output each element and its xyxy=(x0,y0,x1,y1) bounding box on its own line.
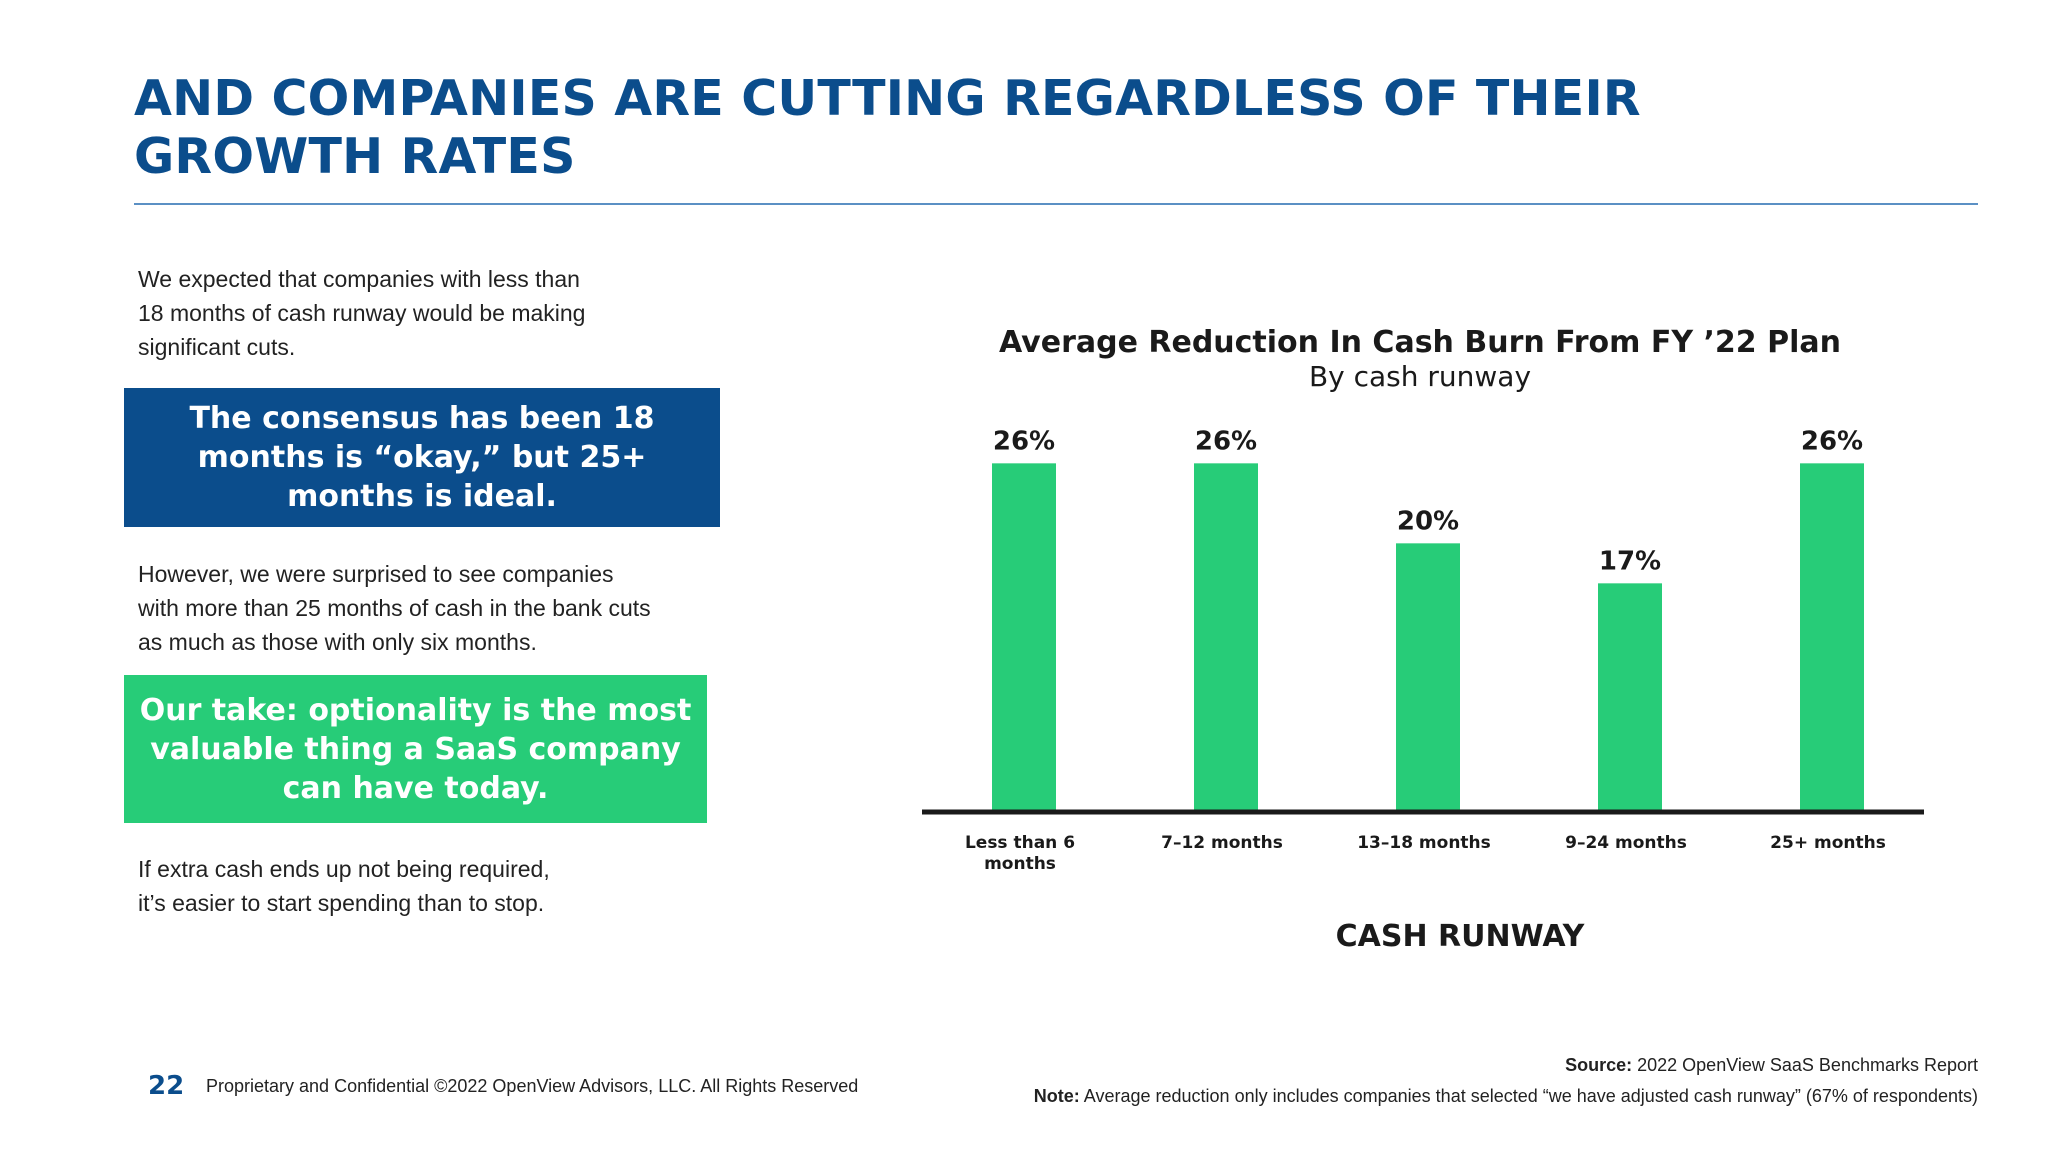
slide-title-line: AND COMPANIES ARE CUTTING REGARDLESS OF … xyxy=(134,70,1641,127)
note-label: Note: xyxy=(1033,1086,1080,1106)
callout-line: valuable thing a SaaS company xyxy=(150,731,681,767)
surprise-paragraph: However, we were surprised to see compan… xyxy=(138,557,651,659)
text-line: with more than 25 months of cash in the … xyxy=(138,595,651,621)
bar-value-label: 26% xyxy=(1801,426,1863,456)
bar-4 xyxy=(1598,583,1662,810)
callout-line: Our take: optionality is the most xyxy=(139,692,692,728)
page-number: 22 xyxy=(148,1071,185,1101)
slide-title: AND COMPANIES ARE CUTTING REGARDLESS OF … xyxy=(134,70,1734,186)
closing-paragraph: If extra cash ends up not being required… xyxy=(138,852,550,920)
note-text: Average reduction only includes companie… xyxy=(1079,1086,1978,1106)
x-tick-label: 9–24 months xyxy=(1565,833,1687,853)
bar-group: 26% 26% 20% 17% 26% xyxy=(992,426,1864,810)
text-line: If extra cash ends up not being required… xyxy=(138,856,550,882)
text-line: as much as those with only six months. xyxy=(138,629,537,655)
x-tick-label: 13–18 months xyxy=(1357,833,1491,853)
consensus-callout: The consensus has been 18 months is “oka… xyxy=(124,388,720,527)
cash-burn-bar-chart: Average Reduction In Cash Burn From FY ’… xyxy=(922,325,1924,954)
slide-title-line: GROWTH RATES xyxy=(134,128,576,185)
source-note: Source: 2022 OpenView SaaS Benchmarks Re… xyxy=(1565,1055,1978,1076)
bar-1 xyxy=(992,463,1056,810)
source-label: Source: xyxy=(1565,1055,1633,1075)
x-tick-labels: Less than 6 months 7–12 months 13–18 months… xyxy=(965,833,1886,874)
callout-line: months is ideal. xyxy=(287,479,557,514)
text-line: significant cuts. xyxy=(138,334,296,360)
title-divider xyxy=(134,203,1978,205)
callout-line: can have today. xyxy=(282,770,549,806)
chart-title: Average Reduction In Cash Burn From FY ’… xyxy=(999,325,1841,360)
intro-paragraph: We expected that companies with less tha… xyxy=(138,262,585,364)
callout-line: The consensus has been 18 xyxy=(189,401,655,436)
bar-2 xyxy=(1194,463,1258,810)
text-line: We expected that companies with less tha… xyxy=(138,266,580,292)
text-line: However, we were surprised to see compan… xyxy=(138,561,614,587)
bar-3 xyxy=(1396,543,1460,810)
bar-value-label: 17% xyxy=(1599,546,1661,576)
copyright-footer: Proprietary and Confidential ©2022 OpenV… xyxy=(206,1076,859,1096)
text-line: it’s easier to start spending than to st… xyxy=(138,890,545,916)
callout-line: months is “okay,” but 25+ xyxy=(197,440,647,475)
methodology-note: Note: Average reduction only includes co… xyxy=(1034,1086,1978,1107)
text-line: 18 months of cash runway would be making xyxy=(138,300,586,326)
x-tick-label: 7–12 months xyxy=(1161,833,1283,853)
x-axis-label: CASH RUNWAY xyxy=(1336,919,1586,954)
bar-value-label: 20% xyxy=(1397,506,1459,536)
bar-value-label: 26% xyxy=(993,426,1055,456)
source-text: 2022 OpenView SaaS Benchmarks Report xyxy=(1632,1055,1978,1075)
x-tick-label: Less than 6 months xyxy=(965,833,1075,874)
bar-value-label: 26% xyxy=(1195,426,1257,456)
chart-subtitle: By cash runway xyxy=(1309,360,1531,393)
bar-5 xyxy=(1800,463,1864,810)
our-take-callout: Our take: optionality is the most valuab… xyxy=(124,675,707,823)
x-tick-label: 25+ months xyxy=(1770,833,1886,853)
